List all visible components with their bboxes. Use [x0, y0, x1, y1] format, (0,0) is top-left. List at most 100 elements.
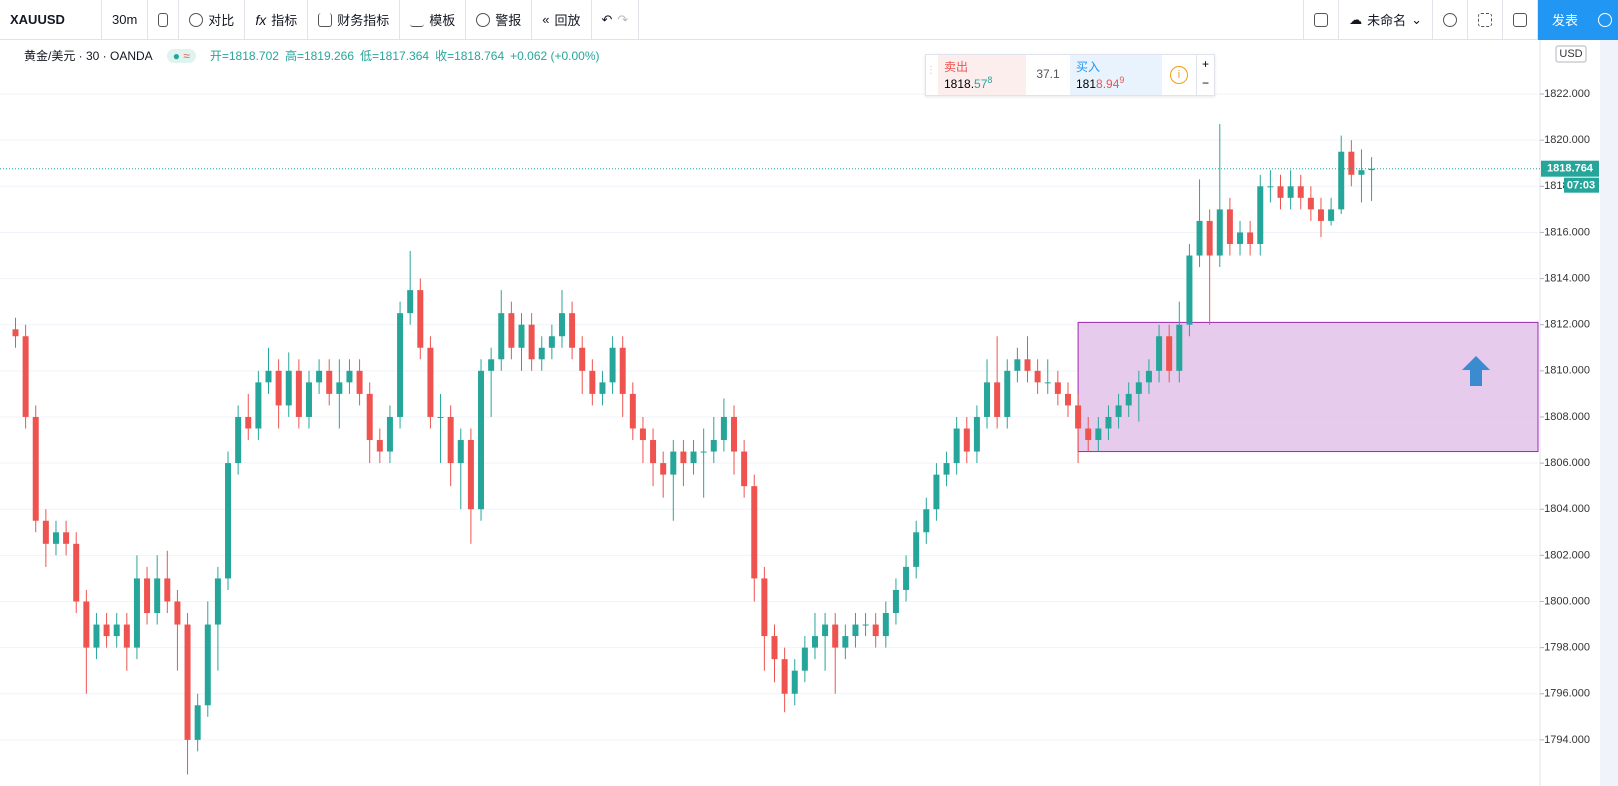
candle-body	[720, 416, 727, 441]
financials[interactable]: 财务指标	[308, 0, 401, 40]
candle-body	[963, 428, 970, 452]
symbol[interactable]: XAUUSD	[0, 0, 102, 40]
interval[interactable]: 30m	[102, 0, 149, 40]
candle-body	[467, 440, 474, 510]
undo-redo[interactable]: ↶ ↷	[592, 0, 640, 40]
candle-body	[154, 578, 161, 614]
drag-handle: ⋮	[926, 65, 936, 76]
expand[interactable]	[1468, 0, 1503, 40]
layout[interactable]: ☁ 未命名 ⌄	[1339, 0, 1433, 40]
candle-body	[1064, 393, 1071, 406]
candle-body	[751, 486, 758, 579]
candle-body	[973, 416, 980, 452]
publish-button[interactable]: 发表	[1537, 0, 1592, 40]
candle-body	[700, 451, 707, 453]
sell-price: 1818.	[944, 77, 975, 91]
candle-body	[123, 624, 130, 648]
candle-body	[1328, 209, 1335, 221]
open: 开=1818.702	[209, 49, 279, 63]
info-button[interactable]: i	[1162, 55, 1196, 95]
templates[interactable]: 模板	[400, 0, 467, 40]
candle-body	[366, 393, 373, 441]
candle-body	[1196, 220, 1203, 256]
candle-body	[609, 347, 616, 383]
y-tick-label: 1810.000	[1544, 365, 1590, 377]
candle-body	[1176, 324, 1183, 371]
candle-body	[548, 336, 555, 348]
candle-body	[1206, 220, 1213, 256]
candle-body	[741, 451, 748, 487]
candle-body	[1358, 170, 1365, 175]
candle-body	[781, 659, 788, 694]
candle-body	[1044, 382, 1051, 384]
candle-body	[508, 313, 515, 348]
candle-body	[305, 382, 312, 417]
snapshot[interactable]	[1503, 0, 1538, 40]
candle-body	[184, 624, 191, 740]
candle-body	[629, 393, 636, 429]
candle-body	[579, 347, 586, 371]
low: 低=1817.364	[360, 49, 430, 63]
legend: 黄金/美元 · 30 · OANDA ● ≈ 开=1818.702 高=1819…	[24, 47, 600, 64]
candle-body	[903, 566, 910, 590]
candle-body	[1317, 209, 1324, 221]
y-tick-label: 1802.000	[1544, 549, 1590, 561]
candle-body	[710, 440, 717, 452]
candle-body	[518, 324, 525, 348]
y-tick-label: 1804.000	[1544, 503, 1590, 515]
close: 收=1818.764	[435, 49, 505, 63]
candle-body	[1115, 405, 1122, 417]
candle-body	[285, 370, 292, 406]
buy-label: 买入	[1076, 60, 1101, 74]
currency-box	[1555, 45, 1587, 63]
candle-body	[235, 416, 242, 464]
y-tick-label: 1820.000	[1544, 134, 1590, 146]
candle-body	[326, 370, 333, 394]
candle-body	[1145, 370, 1152, 383]
replay[interactable]: «回放	[532, 0, 592, 40]
candle-body	[832, 624, 839, 648]
candle-body	[113, 624, 120, 637]
candle-body	[1257, 186, 1264, 244]
settings[interactable]	[1433, 0, 1468, 40]
y-tick-label: 1808.000	[1544, 411, 1590, 423]
candle-body	[670, 451, 677, 475]
compare[interactable]: 对比	[179, 0, 246, 40]
candle-body	[1054, 382, 1061, 394]
fullscreen-toggle[interactable]	[1303, 0, 1340, 40]
candle-body	[872, 624, 879, 637]
candle-body	[619, 347, 626, 394]
play[interactable]	[1592, 0, 1618, 40]
candle-body	[407, 290, 414, 314]
candle-body	[133, 578, 140, 648]
y-tick-label: 1798.000	[1544, 642, 1590, 654]
candle-body	[204, 624, 211, 706]
y-tick-label: 1812.000	[1544, 319, 1590, 331]
symbol-title: 黄金/美元 · 30 · OANDA	[24, 49, 153, 63]
buy-button[interactable]: 买入 1818.949	[1070, 55, 1162, 95]
candle-body	[558, 313, 565, 337]
candle-body	[93, 624, 100, 648]
candle-body	[589, 370, 596, 394]
buy-pip: 9	[1119, 75, 1125, 85]
candle-body	[1297, 186, 1304, 198]
candle-body	[771, 636, 778, 660]
candle-body	[862, 624, 869, 626]
label: 警报	[495, 13, 522, 28]
sell-button[interactable]: 卖出 1818.578	[938, 55, 1026, 95]
label: 财务指标	[337, 13, 390, 28]
candle-body	[42, 520, 49, 544]
candle-body	[1085, 428, 1092, 441]
indicators[interactable]: fx 指标	[245, 0, 309, 40]
alerts[interactable]: 警报	[466, 0, 533, 40]
candle-body	[427, 347, 434, 417]
label: 对比	[208, 13, 235, 28]
change: +0.062 (+0.00%)	[510, 48, 600, 63]
chart-type[interactable]	[148, 0, 180, 40]
right-sidebar	[1600, 40, 1618, 786]
candle-body	[953, 428, 960, 464]
zoom-buttons[interactable]: + −	[1196, 55, 1214, 95]
candle-body	[1226, 209, 1233, 244]
candle-body	[933, 474, 940, 510]
candle-body	[569, 313, 576, 348]
